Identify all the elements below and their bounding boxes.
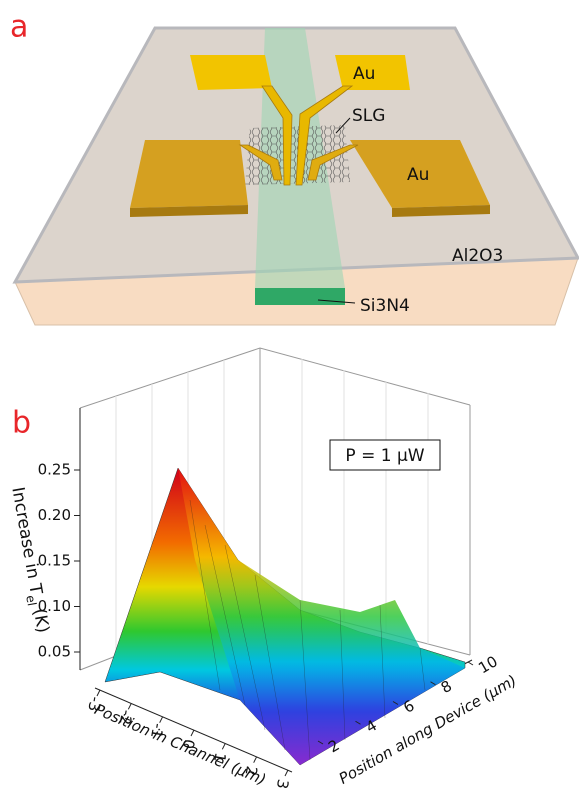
x-tick (221, 743, 226, 750)
label-slg: SLG (352, 106, 385, 126)
x-tick (284, 769, 289, 777)
label-al2o3: Al2O3 (452, 246, 503, 266)
y-tick (467, 661, 474, 666)
pad (190, 55, 272, 90)
electrode (238, 144, 283, 181)
leader (317, 299, 356, 304)
x-tick-label: -3 (84, 695, 104, 713)
z-tick-label: 0.05 (38, 643, 71, 661)
pad (335, 55, 410, 90)
pad-side (392, 205, 490, 217)
z-tick-label: 0.25 (38, 461, 71, 479)
panel-label: b (12, 406, 31, 441)
pad (130, 140, 248, 208)
x-tick-label: 0 (179, 738, 198, 751)
leader (335, 117, 351, 134)
x-tick-label: -2 (116, 708, 136, 726)
label-au: Au (407, 165, 429, 185)
z-label-text: Increase in T (7, 485, 46, 596)
annotation: P = 1 μW (345, 446, 424, 466)
z-label-unit: (K) (29, 607, 53, 635)
z-tick-label: 0.15 (38, 552, 71, 570)
panel-b: b P = 1 μW Increase in Tel(K) Position i… (7, 347, 520, 789)
x-tick-label: 2 (241, 764, 260, 777)
x-tick-label: 1 (210, 751, 229, 764)
panel-a: a Au SLG Au Al2O3 Si3N4 (10, 10, 579, 326)
panel-label: a (10, 10, 28, 45)
label-au: Au (353, 64, 375, 84)
x-tick (253, 756, 258, 763)
electrode (261, 85, 293, 186)
x-tick (190, 729, 195, 737)
label-si3n4: Si3N4 (360, 296, 410, 316)
pad (350, 140, 490, 208)
y-tick-label: 6 (400, 696, 417, 716)
y-tick-label: 10 (475, 652, 501, 677)
pad-side (130, 205, 248, 217)
y-tick-label: 8 (438, 677, 455, 697)
channel-front (255, 288, 345, 305)
x-tick (127, 703, 132, 710)
z-tick-label: 0.10 (38, 597, 71, 615)
surface-front (178, 468, 465, 765)
x-tick (159, 716, 164, 723)
electrode (295, 85, 354, 186)
annotation-box (329, 439, 441, 471)
y-tick (317, 740, 324, 745)
surface-mesh (189, 499, 426, 761)
z-label-sub: el (24, 594, 40, 607)
z-tick-label: 0.20 (38, 506, 71, 524)
y-tick (430, 681, 436, 686)
y-tick (355, 720, 361, 725)
x-tick-label: 3 (273, 778, 292, 791)
electrode (307, 144, 359, 181)
x-tick-label: -1 (147, 722, 167, 740)
x-tick (96, 689, 101, 697)
y-tick (392, 701, 399, 705)
